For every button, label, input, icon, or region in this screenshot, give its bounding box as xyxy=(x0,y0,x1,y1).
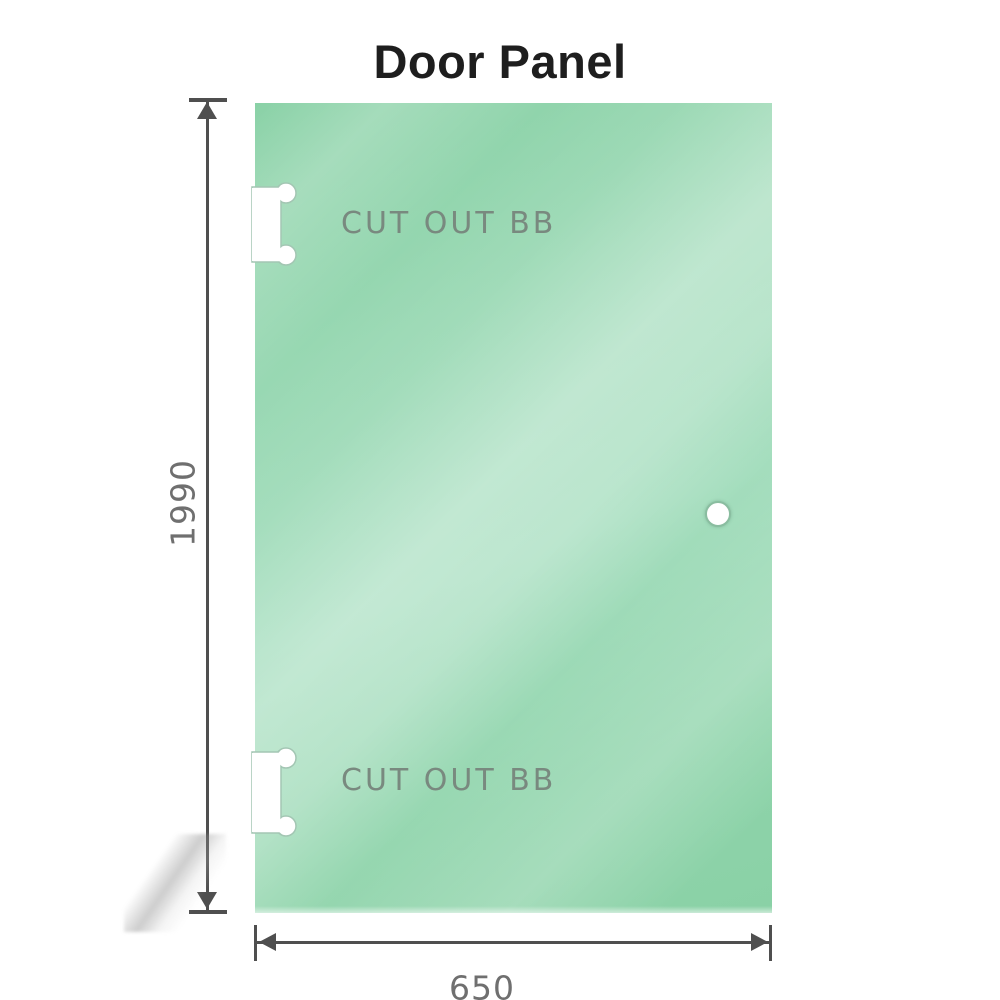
corner-shadow-artifact xyxy=(124,834,226,932)
hinge-cutout-top-icon xyxy=(251,182,297,266)
height-dimension-label: 1990 xyxy=(163,459,203,547)
width-dimension-right-tick xyxy=(769,925,772,961)
page-title: Door Panel xyxy=(373,35,627,88)
height-dimension-line xyxy=(206,101,209,912)
glass-panel: CUT OUT BB CUT OUT BB xyxy=(251,103,772,913)
width-dimension-label: 650 xyxy=(449,968,515,1000)
height-dimension-bottom-tick xyxy=(189,910,227,914)
arrow-up-icon xyxy=(197,102,217,119)
hinge-cutout-bottom-icon xyxy=(251,747,297,837)
cutout-label-bottom: CUT OUT BB xyxy=(341,763,557,798)
arrow-left-icon xyxy=(259,933,276,951)
handle-hole-icon xyxy=(705,501,731,527)
cutout-label-top: CUT OUT BB xyxy=(341,206,557,241)
width-dimension-line xyxy=(257,941,770,944)
height-dimension-top-tick xyxy=(189,98,227,102)
arrow-right-icon xyxy=(751,933,768,951)
width-dimension-left-tick xyxy=(254,925,257,961)
arrow-down-icon xyxy=(197,892,217,909)
